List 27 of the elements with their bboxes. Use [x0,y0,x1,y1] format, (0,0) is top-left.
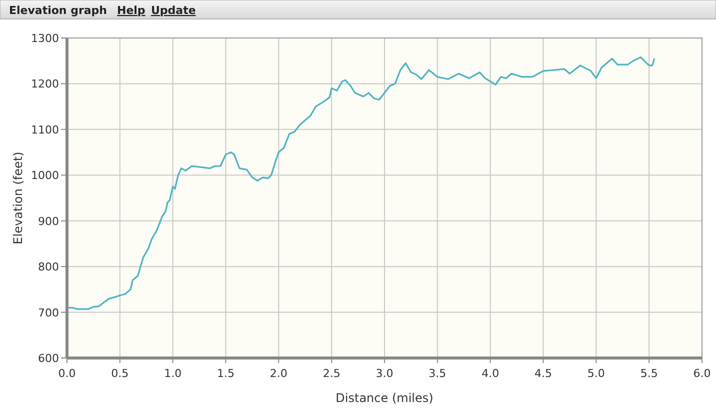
x-tick-label: 1.5 [217,367,234,380]
text: Help [117,4,146,17]
x-tick-label: 5.0 [587,367,605,380]
y-tick-label: 1300 [31,32,59,45]
y-axis-title: Elevation (feet) [11,152,25,244]
x-tick-label: 2.5 [322,367,340,380]
y-tick-label: 1100 [31,123,59,136]
y-tick-label: 1200 [31,78,59,91]
line-series [66,56,656,310]
chart-title: Elevation graph [9,4,108,17]
y-tick-label: 900 [38,214,59,228]
x-tick-label: 3.5 [428,367,446,380]
text: Update [151,4,196,17]
x-tick-label: 5.5 [640,367,658,380]
x-tick-label: 0.5 [111,367,129,380]
y-tick-label: 600 [38,352,59,365]
x-tick-label: 4.5 [534,367,552,380]
x-tick-label: 2.0 [270,367,288,380]
x-axis-title: Distance (miles) [336,391,434,405]
y-tick-label: 800 [38,260,59,274]
y-tick-label: 700 [38,306,59,320]
x-tick-label: 1.0 [164,367,182,380]
x-tick-label: 4.0 [482,367,500,380]
x-tick-label: 6.0 [693,367,711,380]
x-tick-label: 3.0 [376,367,394,380]
x-tick-label: 0.0 [58,367,76,380]
y-tick-label: 1000 [31,169,59,182]
